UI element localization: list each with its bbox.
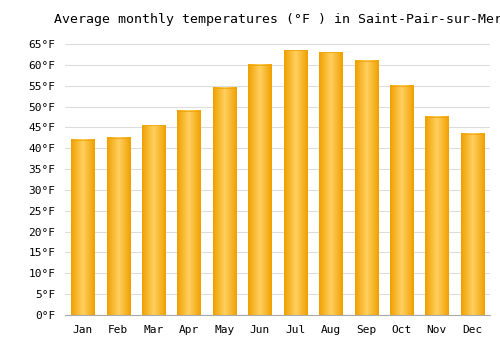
Bar — [71, 140, 94, 315]
Bar — [390, 86, 413, 315]
Title: Average monthly temperatures (°F ) in Saint-Pair-sur-Mer: Average monthly temperatures (°F ) in Sa… — [54, 13, 500, 26]
Bar — [284, 50, 306, 315]
Bar — [213, 88, 236, 315]
Bar — [106, 138, 130, 315]
Bar — [354, 61, 378, 315]
Bar — [142, 125, 165, 315]
Bar — [248, 65, 272, 315]
Bar — [426, 117, 448, 315]
Bar — [461, 134, 484, 315]
Bar — [319, 52, 342, 315]
Bar — [178, 111, 201, 315]
